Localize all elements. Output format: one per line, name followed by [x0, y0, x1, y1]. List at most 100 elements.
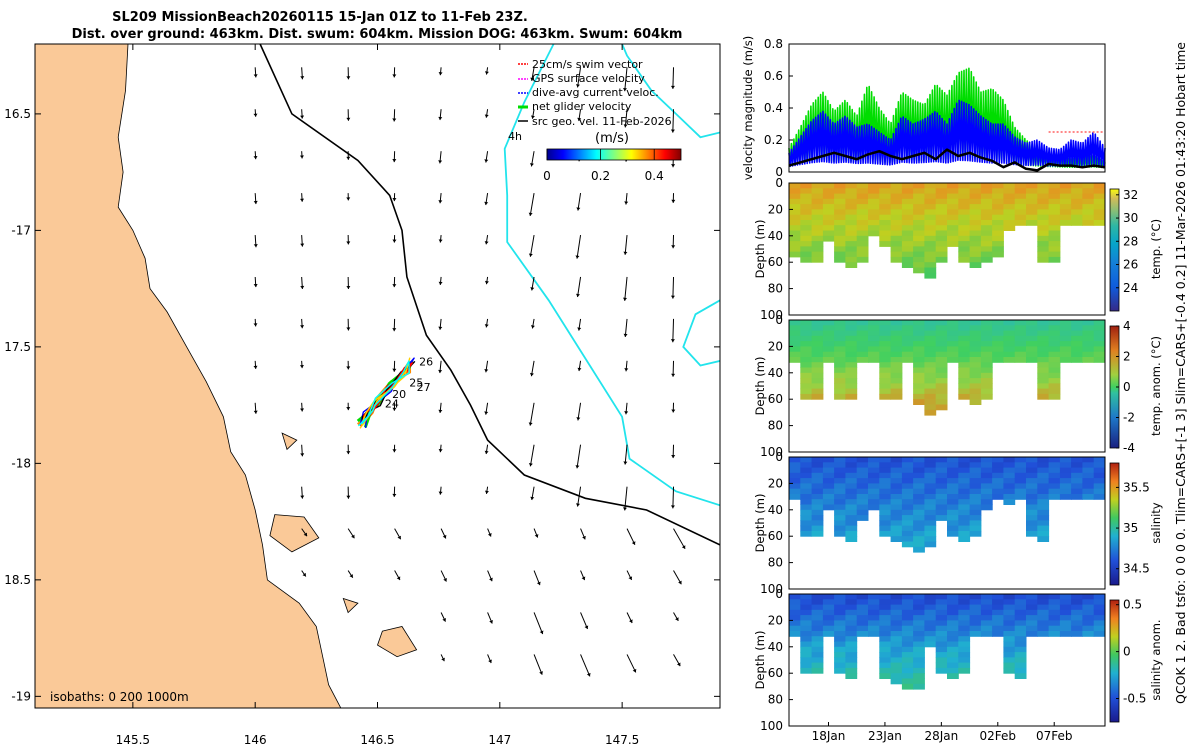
section-cell — [1059, 620, 1072, 627]
section-cell — [890, 478, 903, 484]
section-cell — [1037, 520, 1050, 527]
arrow-head — [670, 339, 675, 343]
section-cell — [856, 220, 869, 226]
arrow-76 — [529, 360, 535, 377]
section-cb-tick-label: -0.5 — [1123, 692, 1146, 706]
section-cell — [890, 609, 903, 616]
section-cell — [924, 615, 937, 621]
section-cell — [935, 388, 948, 395]
section-cell — [1014, 657, 1027, 664]
section-cell — [1003, 346, 1016, 353]
section-cell — [913, 351, 925, 358]
arrow-3 — [392, 67, 397, 78]
section-cell — [935, 662, 948, 669]
section-cell — [901, 346, 914, 353]
arrow-44 — [438, 234, 443, 243]
section-cell — [811, 467, 824, 474]
section-cell — [822, 504, 835, 511]
section-cell — [935, 604, 948, 611]
section-cell — [947, 494, 959, 500]
section-cell — [834, 631, 846, 637]
section-cell — [800, 183, 813, 189]
section-cell — [789, 241, 801, 247]
section-cell — [811, 383, 824, 390]
section-cell — [1003, 594, 1016, 600]
section-cell — [947, 604, 959, 611]
section-cell — [868, 341, 880, 347]
section-cell — [1059, 478, 1072, 484]
arrow-head — [392, 368, 397, 372]
section-cell — [1026, 346, 1038, 353]
section-cell — [822, 604, 835, 611]
section-cell — [1014, 209, 1027, 216]
section-cell — [879, 609, 892, 616]
section-cell — [992, 494, 1004, 500]
section-cell — [980, 472, 993, 479]
section-cell — [845, 536, 858, 542]
arrow-114 — [580, 528, 586, 540]
section-cell — [901, 457, 914, 463]
section-cell — [958, 341, 971, 347]
section-cell — [913, 183, 925, 189]
section-cells — [789, 457, 1106, 553]
section-cell — [947, 235, 959, 242]
section-cell — [980, 256, 993, 263]
section-cell — [935, 225, 948, 231]
section-cell — [1082, 625, 1095, 632]
section-cell — [879, 525, 892, 532]
section-cell — [879, 225, 892, 231]
section-cell — [913, 609, 925, 616]
arrow-head — [671, 373, 676, 377]
section-cell — [1037, 515, 1050, 521]
section-cell — [789, 472, 801, 479]
arrow-head — [576, 417, 581, 421]
section-cell — [1003, 209, 1016, 216]
section-cell — [811, 652, 824, 658]
section-cell — [1014, 641, 1027, 648]
section-cell — [1059, 483, 1072, 490]
arrow-head — [484, 114, 489, 118]
section-cell — [935, 209, 948, 216]
arrow-70 — [253, 360, 258, 369]
section-cell — [789, 488, 801, 495]
section-cell — [845, 393, 858, 400]
section-cell — [879, 209, 892, 216]
section-cell — [969, 209, 982, 216]
arrow-81 — [300, 402, 305, 412]
section-cell — [913, 209, 925, 216]
section-cell — [901, 214, 914, 221]
section-cell — [958, 631, 971, 637]
section-cell — [980, 235, 993, 242]
section-cell — [879, 235, 892, 242]
vel-y-tick-label: 0.4 — [764, 101, 783, 115]
arrow-123 — [580, 570, 586, 581]
section-cell — [1048, 620, 1061, 627]
section-cell — [1037, 372, 1050, 379]
section-cell — [969, 388, 982, 395]
section-cell — [800, 488, 813, 495]
section-cell — [868, 346, 880, 353]
section-cell — [811, 631, 824, 637]
arrow-head — [346, 76, 351, 80]
arrow-91 — [346, 444, 351, 455]
section-cell — [845, 378, 858, 384]
arrow-75 — [484, 360, 489, 373]
section-cell — [1037, 198, 1050, 205]
arrow-49 — [671, 235, 676, 249]
section-cell — [1082, 483, 1095, 490]
arrow-head — [392, 493, 397, 497]
section-cell — [811, 230, 824, 237]
section-cell — [924, 393, 937, 400]
section-cell — [969, 515, 982, 521]
section-cell — [845, 251, 858, 258]
section-x-tick-label: 18Jan — [812, 729, 846, 743]
section-cell — [924, 246, 937, 253]
section-cell — [1037, 251, 1050, 258]
section-cell — [958, 388, 971, 395]
section-x-tick-label: 07Feb — [1036, 729, 1073, 743]
arrow-head — [346, 156, 351, 160]
section-cell — [958, 462, 971, 469]
section-cell — [800, 346, 813, 353]
section-cell — [969, 372, 982, 379]
